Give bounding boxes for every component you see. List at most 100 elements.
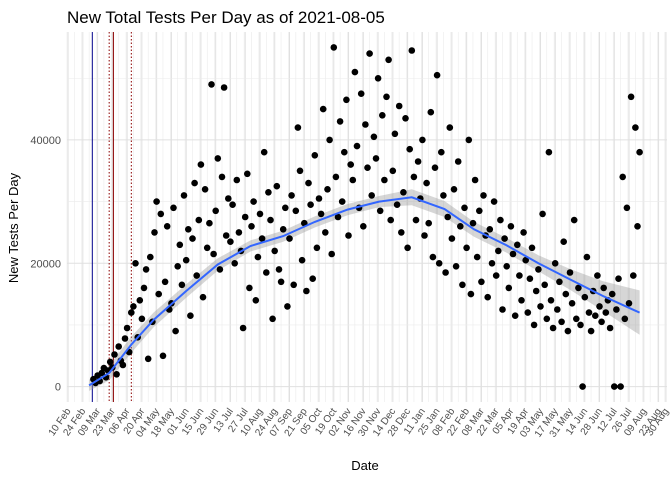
data-point — [372, 155, 380, 162]
data-point — [174, 263, 181, 270]
data-point — [497, 216, 504, 224]
data-point — [509, 250, 517, 258]
data-point — [277, 278, 285, 286]
data-point — [250, 198, 257, 205]
data-point — [203, 244, 211, 252]
data-point — [147, 253, 154, 261]
data-point — [596, 303, 603, 310]
data-point — [617, 383, 624, 390]
data-point — [383, 93, 390, 101]
data-point — [412, 216, 420, 224]
data-point — [381, 176, 388, 184]
data-point — [518, 297, 525, 304]
data-point — [153, 198, 160, 205]
data-point — [385, 56, 392, 64]
data-point — [269, 315, 276, 323]
data-point — [627, 93, 635, 101]
data-point — [233, 176, 241, 184]
data-point — [305, 179, 312, 187]
y-axis-ticks: 0 20000 40000 — [30, 135, 61, 394]
data-point — [461, 204, 468, 212]
data-point — [338, 198, 346, 205]
data-point — [438, 148, 445, 156]
data-point — [170, 204, 177, 212]
data-point — [530, 321, 538, 329]
data-point — [587, 327, 595, 335]
data-point — [600, 284, 607, 292]
data-point — [408, 47, 416, 54]
data-point — [560, 238, 567, 245]
data-point — [370, 133, 378, 141]
data-point — [187, 312, 194, 320]
data-point — [334, 213, 342, 221]
data-point — [583, 253, 591, 261]
data-point — [511, 312, 519, 320]
data-point — [220, 84, 228, 91]
data-point — [159, 352, 167, 360]
data-point — [573, 315, 580, 323]
data-point — [431, 164, 439, 171]
x-axis-label: Date — [351, 458, 378, 473]
data-point — [161, 278, 169, 286]
data-point — [389, 167, 397, 175]
data-point — [537, 303, 544, 310]
data-point — [608, 290, 616, 298]
data-point — [585, 309, 593, 316]
data-point — [256, 210, 264, 218]
data-point — [387, 216, 395, 224]
data-point — [414, 158, 422, 165]
data-point — [239, 324, 247, 332]
data-point — [195, 216, 203, 224]
data-point — [419, 136, 426, 144]
data-point — [556, 278, 563, 286]
data-point — [471, 176, 479, 184]
data-point — [157, 210, 165, 218]
data-point — [176, 241, 184, 249]
data-point — [528, 244, 536, 252]
data-point — [594, 272, 601, 279]
data-point — [395, 102, 403, 110]
data-point — [398, 229, 405, 236]
data-point — [248, 223, 255, 230]
data-point — [516, 272, 523, 279]
data-point — [446, 124, 454, 131]
data-point — [463, 244, 470, 252]
data-point — [119, 361, 127, 369]
data-point — [231, 260, 238, 267]
data-point — [551, 260, 559, 267]
data-point — [246, 284, 253, 292]
data-point — [478, 278, 485, 286]
data-point — [212, 207, 219, 215]
data-point — [490, 198, 498, 205]
data-point — [144, 355, 152, 363]
data-point — [535, 266, 542, 273]
data-point — [260, 148, 268, 156]
data-point — [549, 324, 557, 332]
data-point — [480, 192, 487, 199]
data-point — [284, 303, 291, 310]
data-point — [254, 253, 262, 261]
data-point — [393, 201, 401, 208]
data-point — [185, 226, 192, 233]
data-point — [210, 250, 217, 258]
data-point — [324, 186, 331, 193]
y-tick-label: 40000 — [30, 135, 61, 147]
data-point — [328, 250, 336, 258]
data-point — [294, 124, 302, 131]
data-point — [229, 201, 236, 208]
data-point — [115, 343, 122, 350]
data-point — [520, 229, 527, 236]
data-point — [526, 275, 534, 283]
data-point — [484, 293, 492, 301]
data-point — [349, 176, 357, 184]
smooth-trend — [88, 196, 641, 387]
data-point — [290, 281, 298, 289]
data-point — [570, 216, 578, 224]
data-point — [577, 321, 584, 329]
data-point — [267, 216, 274, 224]
data-point — [151, 229, 158, 236]
data-point — [303, 287, 310, 295]
data-point — [379, 112, 386, 119]
